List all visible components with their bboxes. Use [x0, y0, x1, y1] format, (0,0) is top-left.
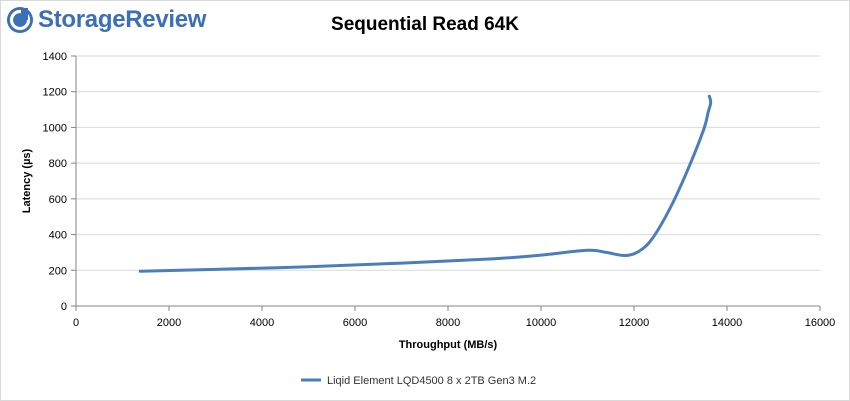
y-tick-label: 600	[49, 194, 67, 206]
y-tick-label: 1400	[43, 51, 67, 63]
x-tick-label: 12000	[619, 317, 650, 329]
x-tick-label: 4000	[250, 317, 274, 329]
y-tick-label: 0	[61, 301, 67, 313]
x-tick-label: 10000	[526, 317, 557, 329]
gridlines	[76, 55, 820, 271]
series-line	[138, 94, 713, 273]
x-tick-label: 8000	[436, 317, 460, 329]
series-lines	[138, 94, 713, 273]
x-tick-label: 14000	[712, 317, 743, 329]
legend-label: Liqid Element LQD4500 8 x 2TB Gen3 M.2	[327, 375, 536, 387]
brand-name: StorageReview	[38, 6, 207, 33]
x-tick-label: 6000	[343, 317, 367, 329]
y-tick-label: 200	[49, 265, 67, 277]
brand-logo: StorageReview	[6, 4, 206, 36]
y-tick-label: 1200	[43, 87, 67, 99]
y-tick-label: 400	[49, 230, 67, 242]
y-axis-label: Latency (µs)	[21, 148, 33, 213]
storagereview-logo-icon	[7, 7, 33, 33]
axes	[71, 55, 821, 311]
legend: Liqid Element LQD4500 8 x 2TB Gen3 M.2	[301, 375, 536, 387]
y-tick-label: 800	[49, 158, 67, 170]
x-tick-label: 2000	[157, 317, 181, 329]
y-tick-label: 1000	[43, 122, 67, 134]
x-axis-label: Throughput (MB/s)	[399, 339, 498, 351]
x-tick-label: 0	[73, 317, 79, 329]
x-tick-label: 16000	[805, 317, 836, 329]
chart-title: Sequential Read 64K	[331, 14, 519, 35]
